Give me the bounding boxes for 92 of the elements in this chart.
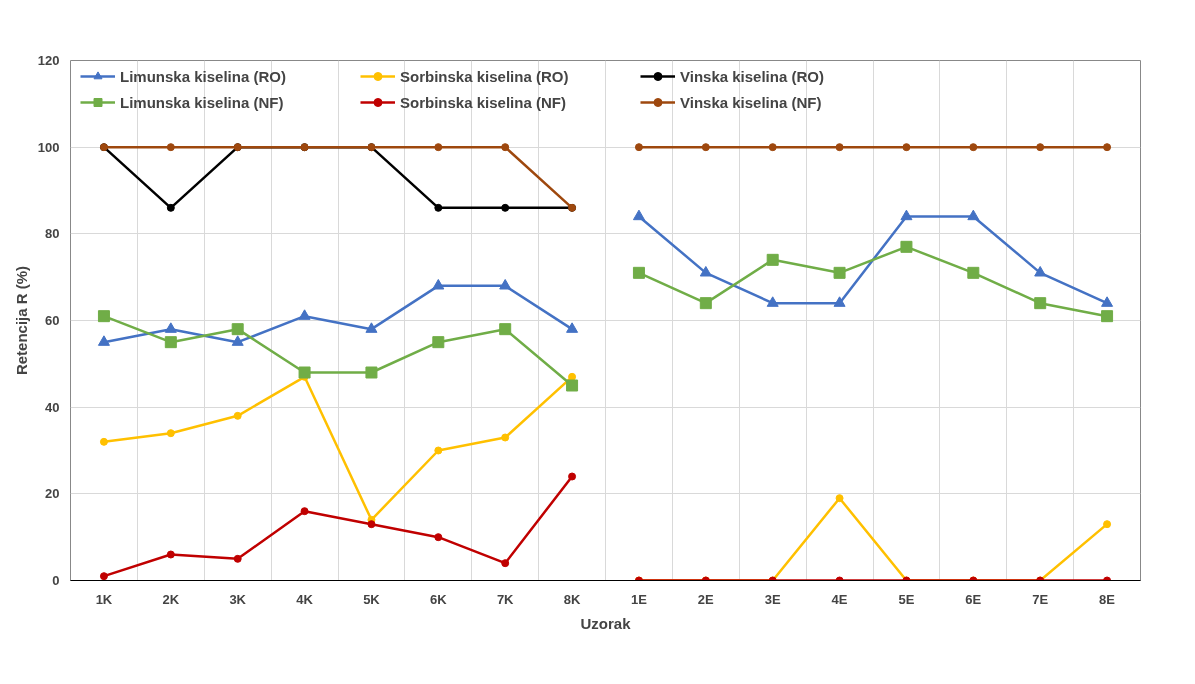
point bbox=[434, 533, 443, 542]
point bbox=[699, 265, 712, 277]
point bbox=[967, 266, 980, 279]
x-tick-label: 7E bbox=[1032, 591, 1049, 607]
x-tick-label: 8K bbox=[563, 591, 581, 607]
x-axis-title: Uzorak bbox=[580, 614, 632, 632]
x-tick-label: 3E bbox=[764, 591, 781, 607]
point bbox=[300, 507, 309, 516]
x-tick-label: 6K bbox=[430, 591, 448, 607]
legend-label: Vinska kiselina (NF) bbox=[680, 93, 823, 111]
point bbox=[900, 240, 913, 253]
point bbox=[499, 278, 512, 290]
point bbox=[365, 366, 378, 379]
point bbox=[166, 429, 175, 438]
point bbox=[99, 572, 108, 581]
point bbox=[231, 335, 244, 346]
legend-label: Sorbinska kiselina (RO) bbox=[400, 67, 570, 85]
y-tick-label: 80 bbox=[45, 226, 60, 242]
point bbox=[434, 446, 443, 455]
x-tick-label: 7K bbox=[496, 591, 515, 607]
x-tick-label: 2K bbox=[162, 591, 180, 607]
legend-label: Limunska kiselina (NF) bbox=[120, 93, 285, 111]
point bbox=[1101, 310, 1114, 323]
point bbox=[434, 143, 443, 152]
y-tick-label: 120 bbox=[37, 53, 60, 68]
point bbox=[766, 296, 779, 307]
point bbox=[833, 266, 846, 279]
point bbox=[699, 297, 712, 310]
x-tick-label: 2E bbox=[697, 591, 715, 607]
point bbox=[1036, 143, 1045, 152]
point bbox=[432, 336, 445, 349]
point bbox=[835, 143, 844, 152]
point bbox=[432, 278, 445, 290]
x-tick-label: 3K bbox=[229, 591, 247, 607]
legend-label: Vinska kiselina (RO) bbox=[680, 67, 825, 85]
x-tick-label: 5E bbox=[898, 591, 915, 607]
point bbox=[501, 143, 510, 152]
x-tick-label: 1K bbox=[95, 591, 113, 607]
point bbox=[900, 209, 913, 221]
x-tick-label: 4K bbox=[296, 591, 314, 607]
point bbox=[166, 143, 175, 152]
point bbox=[231, 323, 244, 336]
point bbox=[365, 322, 378, 333]
legend-label: Limunska kiselina (RO) bbox=[120, 67, 287, 85]
point bbox=[166, 550, 175, 559]
legend-label: Sorbinska kiselina (NF) bbox=[400, 93, 567, 111]
point bbox=[1103, 143, 1112, 152]
point bbox=[233, 411, 242, 420]
x-tick-label: 8E bbox=[1099, 591, 1116, 607]
point bbox=[768, 143, 777, 152]
x-tick-label: 1E bbox=[630, 591, 648, 607]
point bbox=[632, 209, 645, 221]
x-tick-label: 5K bbox=[363, 591, 381, 607]
point bbox=[1034, 297, 1047, 310]
point bbox=[566, 379, 579, 392]
point bbox=[766, 253, 779, 266]
point bbox=[97, 310, 110, 323]
point bbox=[835, 494, 844, 503]
point bbox=[1101, 296, 1114, 307]
x-tick-label: 6E bbox=[965, 591, 982, 607]
point bbox=[501, 433, 510, 442]
y-tick-label: 0 bbox=[52, 573, 60, 588]
point bbox=[501, 203, 510, 212]
point bbox=[967, 209, 980, 221]
y-axis-title: Retencija R (%) bbox=[12, 265, 30, 376]
point bbox=[1103, 520, 1112, 529]
point bbox=[1034, 265, 1047, 277]
point bbox=[634, 143, 643, 152]
point bbox=[298, 309, 311, 320]
point bbox=[501, 559, 510, 568]
x-tick-label: 4E bbox=[831, 591, 848, 607]
point bbox=[568, 472, 577, 481]
point bbox=[632, 266, 645, 279]
point bbox=[367, 520, 376, 529]
point bbox=[166, 203, 175, 212]
point bbox=[701, 143, 710, 152]
point bbox=[298, 366, 311, 379]
point bbox=[566, 322, 579, 333]
y-tick-label: 20 bbox=[45, 486, 60, 502]
point bbox=[164, 336, 177, 349]
point bbox=[499, 323, 512, 336]
point bbox=[164, 322, 177, 333]
y-tick-label: 40 bbox=[45, 399, 60, 415]
point bbox=[233, 554, 242, 563]
y-tick-label: 60 bbox=[45, 313, 60, 328]
point bbox=[434, 203, 443, 212]
point bbox=[97, 335, 110, 346]
point bbox=[99, 437, 108, 446]
y-tick-label: 100 bbox=[37, 139, 60, 155]
point bbox=[902, 143, 911, 152]
point bbox=[833, 296, 846, 307]
point bbox=[969, 143, 978, 152]
